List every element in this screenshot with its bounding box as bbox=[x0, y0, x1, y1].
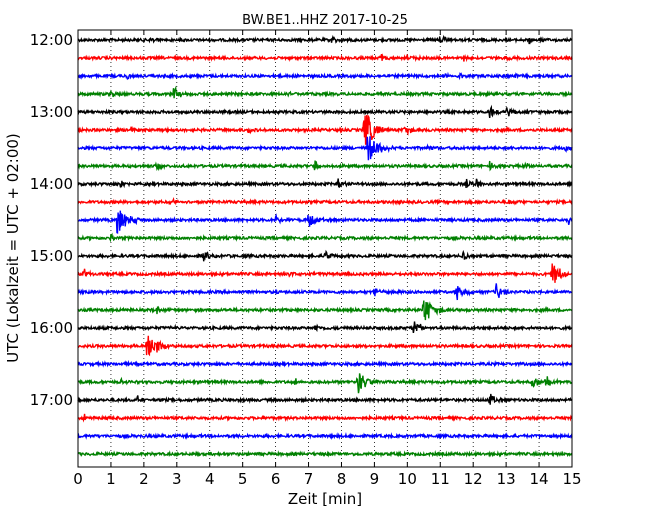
x-tick-label: 12 bbox=[464, 470, 483, 488]
x-axis-ticks: 0 1 2 3 4 5 6 7 8 9 10 11 12 13 14 15 bbox=[73, 30, 582, 488]
trace-1515 bbox=[77, 263, 573, 283]
y-axis-label: UTC (Lokalzeit = UTC + 02:00) bbox=[4, 133, 22, 363]
trace-1500 bbox=[77, 249, 573, 262]
trace-1330 bbox=[77, 136, 573, 161]
x-tick-label: 5 bbox=[238, 470, 248, 488]
trace-series bbox=[77, 34, 573, 459]
x-axis-label: Zeit [min] bbox=[288, 490, 362, 508]
x-tick-label: 1 bbox=[106, 470, 116, 488]
x-tick-label: 8 bbox=[337, 470, 347, 488]
y-tick-label: 12:00 bbox=[30, 31, 73, 49]
x-tick-label: 9 bbox=[370, 470, 380, 488]
x-tick-label: 14 bbox=[530, 470, 549, 488]
trace-1715 bbox=[77, 413, 573, 423]
trace-1645 bbox=[78, 373, 573, 394]
trace-1415 bbox=[77, 197, 573, 206]
trace-1700 bbox=[77, 393, 573, 405]
x-tick-label: 2 bbox=[139, 470, 149, 488]
trace-1300 bbox=[77, 104, 573, 118]
trace-1230 bbox=[77, 71, 573, 81]
x-tick-label: 11 bbox=[431, 470, 450, 488]
chart-title: BW.BE1..HHZ 2017-10-25 bbox=[242, 13, 408, 28]
trace-1545 bbox=[77, 300, 573, 321]
trace-1245 bbox=[77, 85, 573, 99]
trace-1215 bbox=[77, 53, 573, 63]
trace-1200 bbox=[77, 34, 573, 45]
y-axis-ticks: 12:00 13:00 14:00 15:00 16:00 17:00 bbox=[30, 31, 572, 409]
trace-1400 bbox=[77, 178, 573, 189]
x-tick-label: 15 bbox=[562, 470, 581, 488]
trace-1315 bbox=[77, 114, 573, 145]
y-tick-label: 15:00 bbox=[30, 247, 73, 265]
trace-1745 bbox=[77, 450, 573, 459]
y-tick-label: 17:00 bbox=[30, 391, 73, 409]
trace-1430 bbox=[77, 210, 573, 234]
plot-frame bbox=[77, 29, 573, 468]
x-tick-label: 0 bbox=[73, 470, 83, 488]
x-tick-label: 4 bbox=[205, 470, 215, 488]
trace-1600 bbox=[77, 321, 573, 334]
x-tick-label: 7 bbox=[304, 470, 314, 488]
y-tick-label: 13:00 bbox=[30, 103, 73, 121]
trace-1445 bbox=[77, 232, 573, 243]
trace-1530 bbox=[77, 283, 573, 301]
trace-1630 bbox=[77, 359, 573, 368]
grid-lines bbox=[110, 30, 540, 467]
y-tick-label: 14:00 bbox=[30, 175, 73, 193]
trace-1345 bbox=[77, 160, 573, 172]
x-tick-label: 13 bbox=[497, 470, 516, 488]
trace-1730 bbox=[77, 432, 573, 441]
x-tick-label: 10 bbox=[398, 470, 417, 488]
y-tick-label: 16:00 bbox=[30, 319, 73, 337]
trace-1615 bbox=[77, 335, 573, 357]
x-tick-label: 6 bbox=[271, 470, 281, 488]
x-tick-label: 3 bbox=[172, 470, 182, 488]
